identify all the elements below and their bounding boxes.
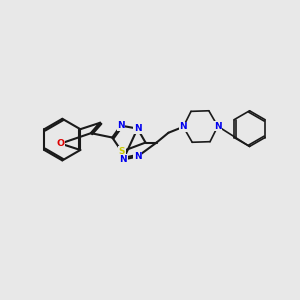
Text: N: N [214, 122, 222, 131]
Text: N: N [117, 121, 125, 130]
Text: N: N [134, 124, 141, 133]
Text: S: S [118, 147, 125, 156]
Text: N: N [119, 155, 127, 164]
Text: O: O [56, 139, 64, 148]
Text: N: N [134, 152, 141, 161]
Text: N: N [179, 122, 187, 131]
